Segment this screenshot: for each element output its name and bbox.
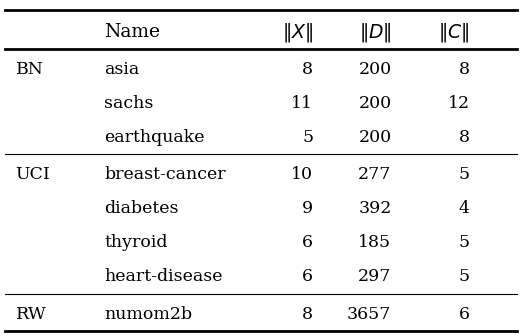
- Text: 6: 6: [302, 234, 313, 251]
- Text: 8: 8: [459, 61, 470, 78]
- Text: sachs: sachs: [104, 95, 154, 112]
- Text: $\|D\|$: $\|D\|$: [359, 20, 392, 44]
- Text: 297: 297: [358, 268, 392, 285]
- Text: 11: 11: [291, 95, 313, 112]
- Text: numom2b: numom2b: [104, 305, 193, 323]
- Text: 5: 5: [459, 268, 470, 285]
- Text: $\|X\|$: $\|X\|$: [282, 20, 313, 44]
- Text: 3657: 3657: [347, 305, 392, 323]
- Text: 12: 12: [448, 95, 470, 112]
- Text: Name: Name: [104, 23, 160, 41]
- Text: 200: 200: [359, 95, 392, 112]
- Text: UCI: UCI: [16, 166, 51, 183]
- Text: 8: 8: [459, 129, 470, 146]
- Text: breast-cancer: breast-cancer: [104, 166, 226, 183]
- Text: 5: 5: [302, 129, 313, 146]
- Text: 6: 6: [459, 305, 470, 323]
- Text: 200: 200: [359, 129, 392, 146]
- Text: thyroid: thyroid: [104, 234, 168, 251]
- Text: BN: BN: [16, 61, 43, 78]
- Text: $\|C\|$: $\|C\|$: [438, 20, 470, 44]
- Text: earthquake: earthquake: [104, 129, 205, 146]
- Text: heart-disease: heart-disease: [104, 268, 223, 285]
- Text: diabetes: diabetes: [104, 200, 179, 217]
- Text: 4: 4: [459, 200, 470, 217]
- Text: 10: 10: [291, 166, 313, 183]
- Text: 5: 5: [459, 166, 470, 183]
- Text: 392: 392: [358, 200, 392, 217]
- Text: 5: 5: [459, 234, 470, 251]
- Text: 6: 6: [302, 268, 313, 285]
- Text: 185: 185: [359, 234, 392, 251]
- Text: RW: RW: [16, 305, 46, 323]
- Text: 8: 8: [302, 305, 313, 323]
- Text: 8: 8: [302, 61, 313, 78]
- Text: 200: 200: [359, 61, 392, 78]
- Text: asia: asia: [104, 61, 140, 78]
- Text: 9: 9: [302, 200, 313, 217]
- Text: 277: 277: [358, 166, 392, 183]
